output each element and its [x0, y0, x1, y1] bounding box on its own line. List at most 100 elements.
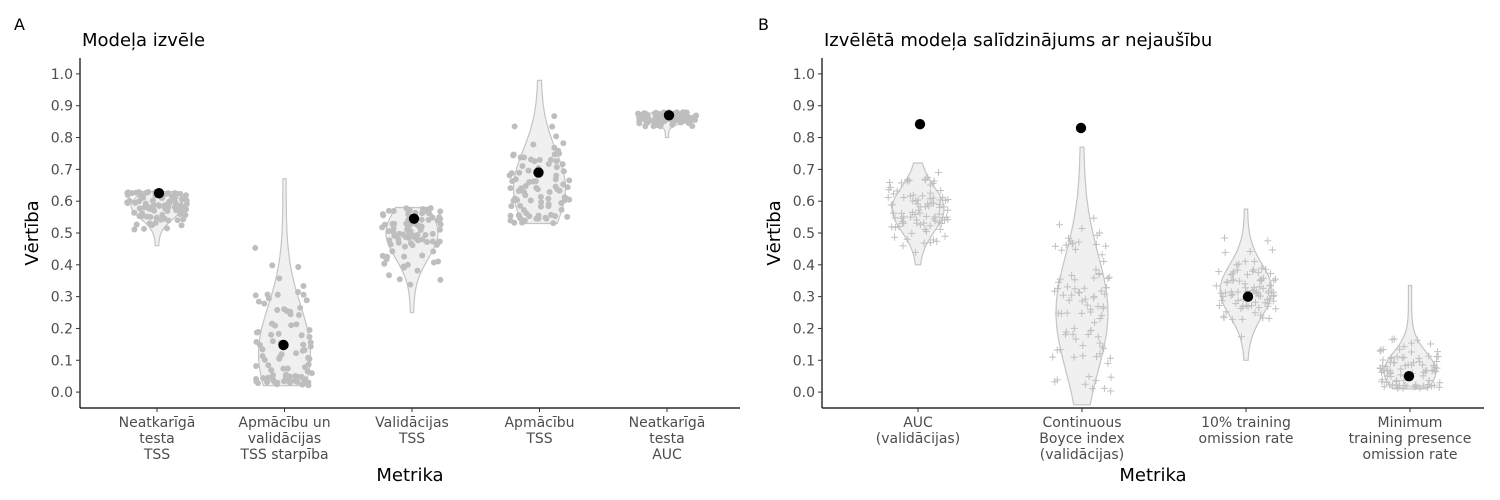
replicate-point [178, 202, 185, 209]
category-group: Minimum training presence omission rate [1349, 284, 1471, 463]
replicate-point [516, 169, 523, 176]
replicate-point [1078, 297, 1086, 305]
replicate-point [526, 213, 533, 220]
replicate-point [274, 307, 281, 314]
replicate-point [916, 203, 924, 211]
x-tick-label: Continuous Boyce index (validācijas) [1039, 415, 1125, 463]
replicate-point [916, 209, 924, 217]
replicate-point [1092, 240, 1100, 248]
replicate-point [907, 213, 915, 221]
category-group: 10% training omission rate [1199, 208, 1293, 447]
y-tick-label: 0.5 [51, 226, 73, 242]
replicate-point [407, 281, 414, 288]
replicate-point [1096, 229, 1104, 237]
replicate-point [887, 201, 895, 209]
replicate-point [890, 190, 898, 198]
replicate-point [1218, 297, 1226, 305]
replicate-point [253, 338, 260, 345]
replicate-point [1264, 237, 1272, 245]
replicate-point [908, 229, 916, 237]
replicate-point [174, 217, 181, 224]
replicate-point [1248, 287, 1256, 295]
replicate-point [904, 176, 912, 184]
y-tick-label: 0.2 [51, 321, 73, 337]
chart-title: Izvēlētā modeļa salīdzinājums ar nejaušī… [824, 30, 1212, 51]
replicate-point [389, 248, 396, 255]
replicate-point [1069, 330, 1077, 338]
replicate-point [1435, 383, 1443, 391]
y-tick-label: 0.2 [793, 321, 815, 337]
replicate-point [1241, 257, 1249, 265]
replicate-point [161, 204, 168, 211]
replicate-point [1427, 340, 1435, 348]
replicate-point [1255, 292, 1263, 300]
replicate-point [522, 192, 529, 199]
replicate-point [429, 238, 436, 245]
replicate-point [931, 217, 939, 225]
replicate-point [292, 377, 299, 384]
replicate-point [1065, 234, 1073, 242]
replicate-point [276, 354, 283, 361]
replicate-point [396, 230, 403, 237]
replicate-point [553, 172, 560, 179]
replicate-point [1055, 221, 1063, 229]
replicate-point [274, 291, 281, 298]
replicate-point [652, 110, 659, 117]
replicate-point [1102, 242, 1110, 250]
replicate-point [560, 181, 567, 188]
replicate-point [419, 210, 426, 217]
replicate-point [886, 178, 894, 186]
replicate-point [635, 110, 642, 117]
x-axis-title: Metrika [1119, 465, 1186, 486]
replicate-point [1090, 292, 1098, 300]
replicate-point [275, 330, 282, 337]
replicate-point [305, 354, 312, 361]
replicate-point [1413, 336, 1421, 344]
replicate-point [559, 161, 566, 168]
replicate-point [1259, 284, 1267, 292]
replicate-point [1256, 283, 1264, 291]
replicate-point [436, 238, 443, 245]
replicate-point [280, 365, 287, 372]
replicate-point [1257, 292, 1265, 300]
replicate-point [1238, 315, 1246, 323]
replicate-point [379, 211, 386, 218]
replicate-point [300, 291, 307, 298]
replicate-point [551, 113, 558, 120]
replicate-point [940, 203, 948, 211]
replicate-point [436, 226, 443, 233]
selected-model-point [1075, 122, 1087, 134]
x-tick-label: Validācijas TSS [375, 415, 449, 447]
replicate-point [538, 199, 545, 206]
replicate-point [939, 214, 947, 222]
replicate-point [1424, 381, 1432, 389]
replicate-point [1249, 267, 1257, 275]
replicate-point [1228, 276, 1236, 284]
replicate-point [1392, 376, 1400, 384]
replicate-point [1237, 304, 1245, 312]
replicate-point [1265, 287, 1273, 295]
replicate-point [1222, 308, 1230, 316]
replicate-point [1266, 281, 1274, 289]
replicate-point [1098, 311, 1106, 319]
replicate-point [1075, 288, 1083, 296]
selected-model-point [533, 167, 544, 178]
replicate-point [520, 206, 527, 213]
replicate-point [159, 211, 166, 218]
replicate-point [1056, 346, 1064, 354]
replicate-point [1380, 383, 1388, 391]
violin-shape [891, 162, 945, 266]
replicate-point [1246, 248, 1254, 256]
replicate-point [1400, 343, 1408, 351]
replicate-point [1227, 288, 1235, 296]
replicate-point [1250, 258, 1258, 266]
replicate-point [145, 188, 152, 195]
replicate-point [265, 362, 272, 369]
x-tick-label: Apmācību un validācijas TSS starpība [238, 415, 330, 463]
replicate-point [1075, 238, 1083, 246]
replicate-point [1376, 364, 1384, 372]
replicate-point [306, 333, 313, 340]
replicate-point [294, 288, 301, 295]
replicate-point [295, 264, 302, 271]
